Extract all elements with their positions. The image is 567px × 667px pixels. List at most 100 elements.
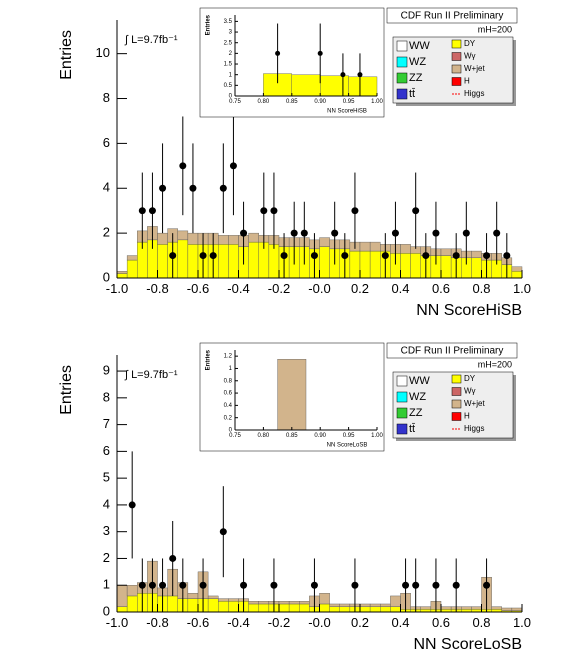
x-tick-label: -0.8 <box>146 281 168 296</box>
data-point <box>402 581 410 589</box>
histogram-bar <box>319 237 330 247</box>
x-tick-label: 0.6 <box>432 615 450 630</box>
data-point <box>391 229 399 237</box>
histogram-bar <box>369 606 381 613</box>
y-tick-label: 0 <box>229 94 233 100</box>
legend-label: H <box>464 412 470 421</box>
legend-swatch <box>451 412 462 421</box>
histogram-bar <box>218 244 229 279</box>
data-point <box>179 581 187 589</box>
histogram-bar <box>339 606 351 613</box>
histogram-bar <box>228 601 239 613</box>
histogram-bar <box>277 359 307 431</box>
x-tick-label: -0.0 <box>308 615 330 630</box>
x-axis-label: NN ScoreLoSB <box>414 636 523 653</box>
legend-label: Wγ <box>464 387 476 396</box>
x-tick-label: 1.00 <box>371 99 383 105</box>
legend-label: WW <box>409 375 430 387</box>
histogram-bar <box>491 606 502 610</box>
y-tick-label: 0.2 <box>224 415 233 421</box>
histogram-bar <box>218 598 229 602</box>
histogram-bar <box>400 244 411 254</box>
luminosity: ∫ L=9.7fb⁻¹ <box>124 34 178 46</box>
y-tick-label: 6 <box>103 443 110 458</box>
y-tick-label: 0 <box>229 428 233 434</box>
histogram-bar <box>471 250 482 259</box>
histogram-bar <box>319 603 330 613</box>
histogram-bar <box>440 248 452 256</box>
legend-swatch <box>396 375 408 387</box>
y-tick-label: 3 <box>229 30 233 36</box>
data-point <box>260 207 268 215</box>
data-point <box>199 581 207 589</box>
histogram-bar <box>319 246 330 279</box>
x-axis-label: NN ScoreHiSB <box>416 302 522 319</box>
y-tick-label: 8 <box>103 90 110 105</box>
histogram-bar <box>299 601 310 605</box>
legend-swatch <box>396 423 408 435</box>
data-point <box>159 184 167 192</box>
legend-swatch <box>396 88 408 100</box>
x-tick-label: 0.95 <box>343 433 355 439</box>
legend-swatch <box>396 407 408 419</box>
x-tick-label: 0.80 <box>258 99 270 105</box>
data-point <box>138 207 146 215</box>
x-tick-label: 0.85 <box>286 433 298 439</box>
y-tick-label: 1 <box>229 72 233 78</box>
histogram-bar <box>359 606 371 613</box>
y-tick-label: 4 <box>103 180 110 195</box>
legend-swatch <box>396 72 408 84</box>
data-point <box>310 252 318 260</box>
legend-label: tt̄ <box>409 423 415 435</box>
histogram-bar <box>248 241 259 279</box>
x-tick-label: 0.2 <box>351 615 369 630</box>
x-tick-label: 0.90 <box>314 433 326 439</box>
data-point <box>503 252 511 260</box>
histogram-bar <box>348 76 378 97</box>
y-tick-label: 0.4 <box>224 403 233 409</box>
histogram-bar <box>228 235 239 245</box>
x-tick-label: -0.2 <box>268 615 290 630</box>
y-tick-label: 0.8 <box>224 378 233 384</box>
y-axis-label: Entries <box>206 349 212 370</box>
legend-label: WW <box>409 40 430 52</box>
y-tick-label: 2 <box>103 550 110 565</box>
x-tick-label: -0.0 <box>308 281 330 296</box>
histogram-bar <box>288 601 300 605</box>
x-tick-label: -0.6 <box>187 281 209 296</box>
legend-swatch <box>451 77 462 86</box>
x-tick-label: 0.8 <box>472 281 490 296</box>
x-tick-label: -0.4 <box>227 615 249 630</box>
data-point <box>493 229 501 237</box>
data-point <box>483 581 491 589</box>
y-tick-label: 6 <box>103 135 110 150</box>
histogram-bar <box>420 606 432 610</box>
data-point <box>422 252 430 260</box>
legend-label: Wγ <box>464 52 476 61</box>
data-point <box>148 207 156 215</box>
histogram-bar <box>511 271 523 279</box>
histogram-bar <box>116 606 128 613</box>
histogram-bar <box>177 239 189 279</box>
histogram-bar <box>471 257 482 279</box>
data-point <box>159 581 167 589</box>
y-tick-label: 0.5 <box>224 83 233 89</box>
histogram-bar <box>116 271 128 274</box>
histogram-bar <box>369 603 381 607</box>
data-point <box>275 50 281 56</box>
histogram-bar <box>258 601 270 605</box>
data-point <box>148 581 156 589</box>
histogram-bar <box>126 585 138 597</box>
data-point <box>310 581 318 589</box>
data-point <box>452 581 460 589</box>
histogram-bar <box>218 601 229 613</box>
x-tick-label: 0.80 <box>258 433 270 439</box>
histogram-bar <box>471 606 482 610</box>
y-tick-label: 4 <box>103 496 110 511</box>
legend-swatch <box>451 374 462 384</box>
y-tick-label: 9 <box>103 363 110 378</box>
y-axis-label: Entries <box>206 14 212 35</box>
histogram-bar <box>440 606 452 610</box>
histogram-bar <box>299 603 310 613</box>
